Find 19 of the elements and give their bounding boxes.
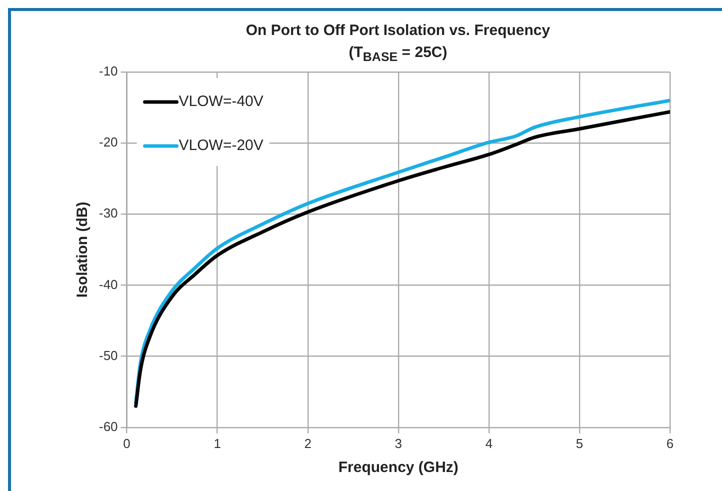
y-tick-label: -20 [98,134,118,150]
x-tick-label: 2 [304,436,312,451]
chart-subtitle: (T$_{BASE}$ = 25C) [348,43,448,66]
x-tick-label: 1 [214,436,221,451]
chart-title: On Port to Off Port Isolation vs. Frequency [244,21,552,41]
y-tick-label: -50 [98,348,118,363]
x-tick-label: 3 [394,436,402,451]
y-tick-label: -60 [98,418,118,434]
x-tick-label: 5 [576,436,584,451]
x-axis-title: Frequency (GHz) [338,459,458,476]
legend-label: VLOW=-20V [178,137,264,154]
x-tick-label: 4 [485,436,493,451]
y-tick-label: -10 [98,64,118,79]
x-tick-label: 0 [123,436,130,451]
y-axis-title: Isolation (dB) [74,202,92,298]
legend-label: VLOW=-40V [178,93,264,110]
y-tick-label: -40 [98,276,118,292]
y-tick-label: -30 [98,206,118,221]
x-tick-label: 6 [666,436,674,451]
